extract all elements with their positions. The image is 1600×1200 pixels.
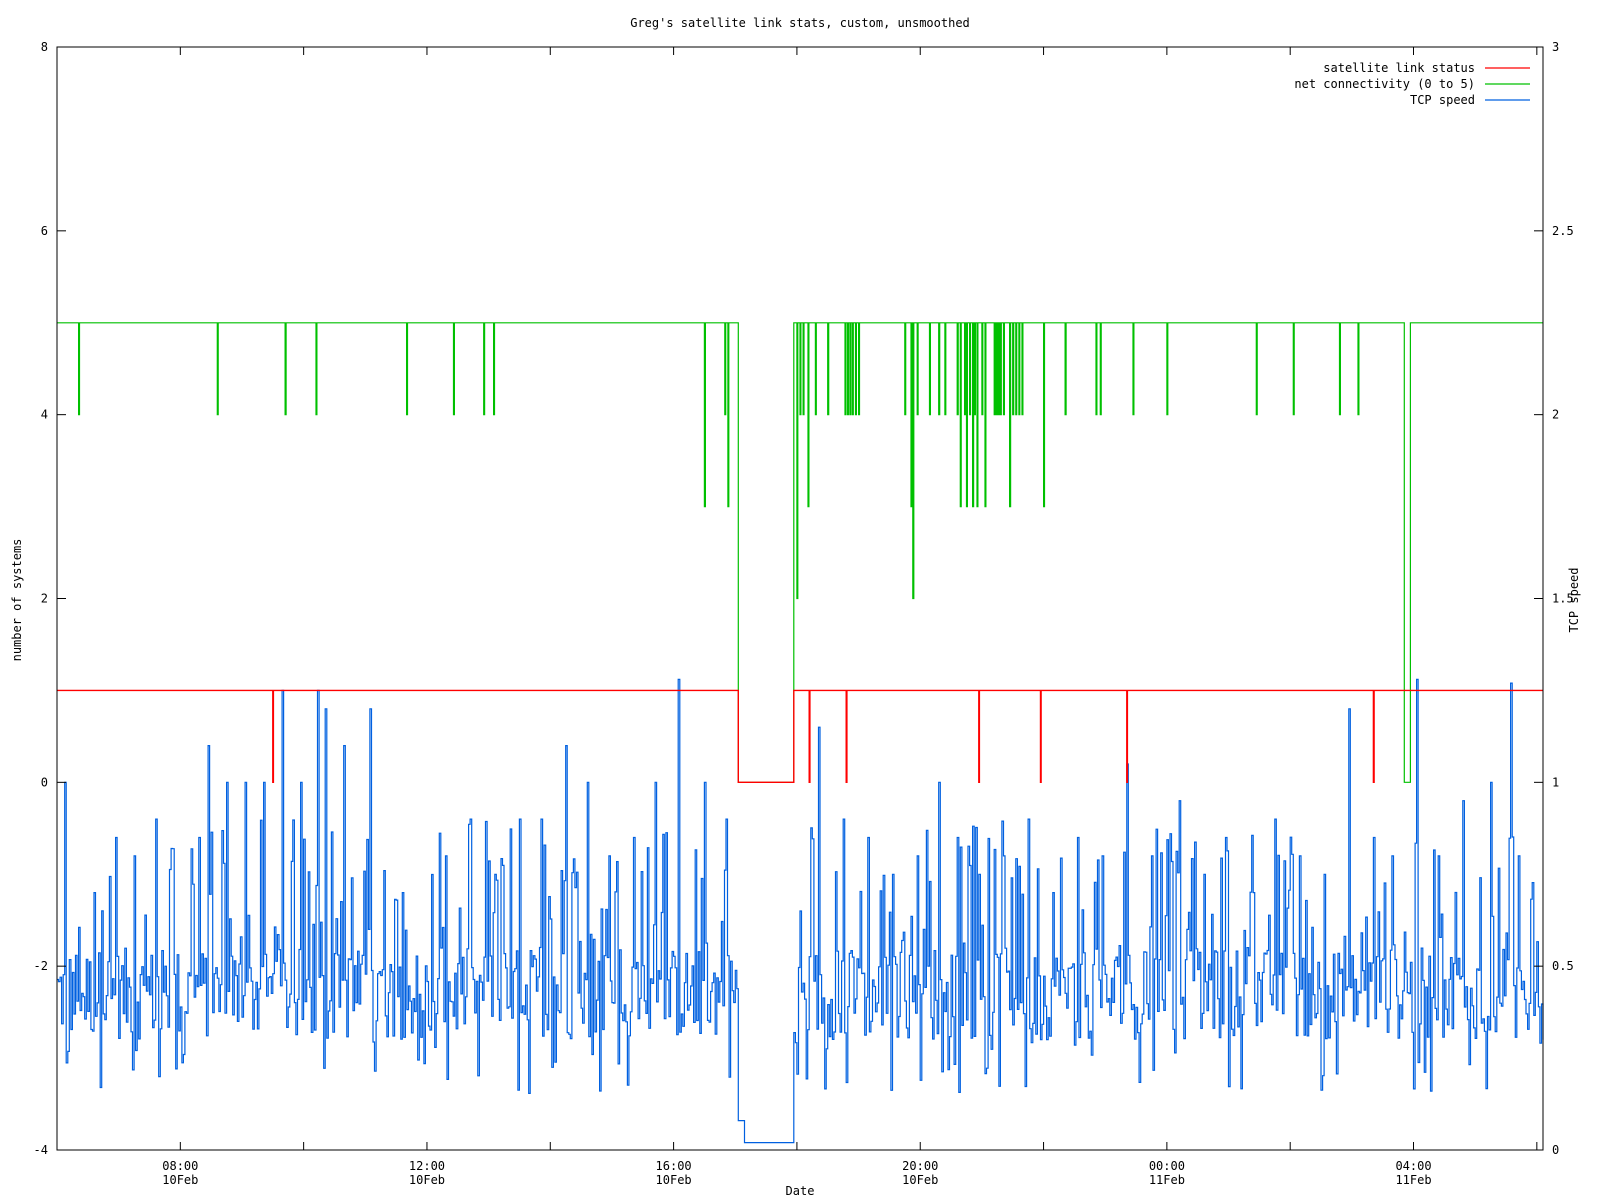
y2-tick-label: 2.5 [1552, 224, 1574, 238]
y2-tick-label: 0 [1552, 1143, 1559, 1157]
y2-tick-label: 1 [1552, 775, 1559, 789]
x-tick-time: 16:00 [656, 1159, 692, 1173]
y-tick-label: -2 [34, 959, 48, 973]
y-tick-label: 8 [41, 40, 48, 54]
y-tick-label: 0 [41, 775, 48, 789]
x-tick-time: 00:00 [1149, 1159, 1185, 1173]
x-axis-label: Date [786, 1184, 815, 1198]
x-tick-date: 10Feb [656, 1173, 692, 1187]
right-axis-ticks: 0 0.5 1 1.5 2 2.5 3 [1534, 40, 1574, 1157]
y-tick-label: 4 [41, 408, 48, 422]
x-tick-date: 10Feb [409, 1173, 445, 1187]
series-satellite-link-status-line [57, 689, 1543, 783]
left-axis-ticks: -4 -2 0 2 4 6 8 [34, 40, 66, 1157]
x-tick-time: 12:00 [409, 1159, 445, 1173]
series-tcp-speed-line [57, 678, 1544, 1144]
chart-title: Greg's satellite link stats, custom, uns… [630, 16, 970, 30]
y2-tick-label: 2 [1552, 408, 1559, 422]
y2-tick-label: 1.5 [1552, 592, 1574, 606]
y2-tick-label: 0.5 [1552, 959, 1574, 973]
series-lines [57, 322, 1544, 1144]
legend: satellite link status net connectivity (0… [1294, 61, 1530, 107]
legend-label: satellite link status [1323, 61, 1475, 75]
legend-label: TCP speed [1410, 93, 1475, 107]
x-tick-date: 11Feb [1149, 1173, 1185, 1187]
x-tick-date: 10Feb [902, 1173, 938, 1187]
y-tick-label: 2 [41, 592, 48, 606]
x-tick-date: 10Feb [162, 1173, 198, 1187]
x-tick-date: 11Feb [1395, 1173, 1431, 1187]
series-net-connectivity-line [57, 322, 1543, 783]
y-axis-label: number of systems [10, 539, 24, 662]
x-tick-time: 20:00 [902, 1159, 938, 1173]
y-tick-label: 6 [41, 224, 48, 238]
x-tick-time: 08:00 [162, 1159, 198, 1173]
bottom-axis-ticks: 08:0010Feb12:0010Feb16:0010Feb20:0010Feb… [56, 47, 1538, 1187]
y2-tick-label: 3 [1552, 40, 1559, 54]
x-tick-time: 04:00 [1395, 1159, 1431, 1173]
y2-axis-label: TCP speed [1567, 567, 1581, 632]
legend-label: net connectivity (0 to 5) [1294, 77, 1475, 91]
y-tick-label: -4 [34, 1143, 48, 1157]
